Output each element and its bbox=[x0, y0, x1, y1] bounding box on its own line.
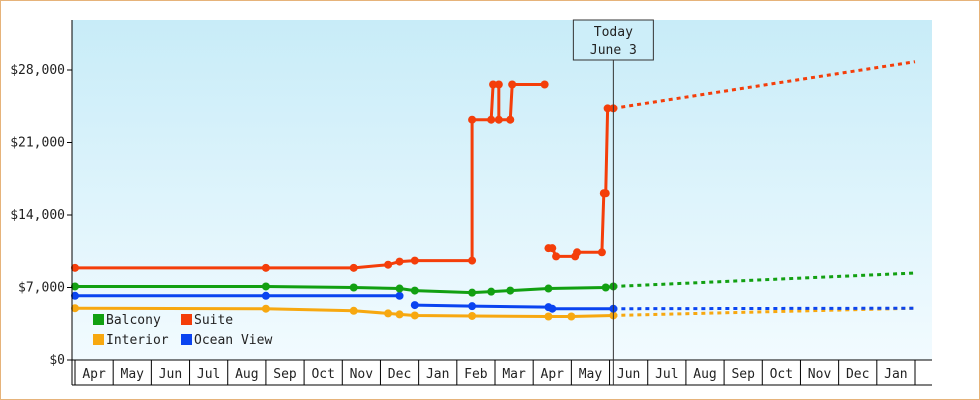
x-tick-label: Sep bbox=[273, 367, 297, 382]
y-tick-label: $28,000 bbox=[10, 63, 65, 78]
x-tick-label: Oct bbox=[770, 367, 793, 382]
data-point-suite bbox=[603, 104, 612, 113]
today-marker: Today June 3 bbox=[572, 19, 654, 385]
data-point-interior bbox=[261, 304, 270, 313]
legend-label-interior: Interior bbox=[106, 333, 169, 348]
axis-layer: $0 $7,000 $14,000 $21,000 $28,000 Apr May Jun Ju… bbox=[10, 20, 932, 386]
data-point-interior bbox=[567, 312, 576, 321]
data-point-suite bbox=[487, 115, 496, 124]
projection-line-ocean-view bbox=[613, 306, 916, 311]
data-point-ocean-view bbox=[410, 301, 419, 310]
projection-layer bbox=[613, 60, 916, 317]
x-tick-label: Dec bbox=[388, 367, 411, 382]
data-point-balcony bbox=[261, 282, 270, 291]
x-tick-label: Aug bbox=[235, 367, 258, 382]
data-point-interior bbox=[544, 312, 553, 321]
data-point-ocean-view bbox=[71, 291, 79, 300]
y-tick-label: $14,000 bbox=[10, 208, 65, 223]
x-tick-label: Aug bbox=[693, 367, 716, 382]
legend-swatch-suite bbox=[181, 314, 192, 325]
y-tick-label: $0 bbox=[49, 353, 65, 368]
data-point-suite bbox=[349, 263, 358, 272]
data-point-suite bbox=[506, 115, 515, 124]
data-point-suite bbox=[494, 80, 503, 89]
data-point-suite bbox=[548, 244, 557, 253]
data-point-suite bbox=[261, 263, 270, 272]
today-box bbox=[572, 19, 654, 61]
projection-line-balcony bbox=[613, 271, 916, 288]
data-point-suite bbox=[468, 256, 477, 265]
series-layer bbox=[71, 80, 618, 321]
x-tick-label: Jan bbox=[884, 367, 907, 382]
x-tick-label: Apr bbox=[82, 367, 106, 382]
today-date: June 3 bbox=[590, 43, 637, 58]
legend-swatch-interior bbox=[93, 334, 104, 345]
data-point-suite bbox=[468, 115, 477, 124]
data-point-interior bbox=[395, 310, 404, 319]
data-point-balcony bbox=[410, 286, 419, 295]
y-tick-label: $7,000 bbox=[18, 281, 65, 296]
x-tick-label: Mar bbox=[502, 367, 526, 382]
data-point-interior bbox=[410, 311, 419, 320]
legend: Balcony Suite Interior Ocean View bbox=[93, 313, 272, 348]
x-tick-label: Nov bbox=[350, 367, 374, 382]
data-point-suite bbox=[573, 248, 582, 257]
data-point-balcony bbox=[349, 283, 358, 292]
data-point-suite bbox=[540, 80, 549, 89]
x-tick-label: Jun bbox=[159, 367, 182, 382]
y-tick-label: $21,000 bbox=[10, 136, 65, 151]
data-point-balcony bbox=[601, 283, 610, 292]
data-point-suite bbox=[395, 257, 404, 266]
legend-label-balcony: Balcony bbox=[106, 313, 161, 328]
data-point-suite bbox=[597, 248, 606, 257]
legend-label-suite: Suite bbox=[194, 313, 233, 328]
x-tick-label: Feb bbox=[464, 367, 488, 382]
x-tick-label: Dec bbox=[846, 367, 869, 382]
data-point-balcony bbox=[71, 282, 79, 291]
x-tick-label: Nov bbox=[808, 367, 832, 382]
data-point-ocean-view bbox=[395, 291, 404, 300]
data-point-suite bbox=[494, 115, 503, 124]
legend-label-ocean-view: Ocean View bbox=[194, 333, 272, 348]
legend-swatch-balcony bbox=[93, 314, 104, 325]
data-point-ocean-view bbox=[548, 304, 557, 313]
x-tick-label: May bbox=[121, 367, 145, 382]
projection-line-suite bbox=[613, 60, 916, 110]
data-point-balcony bbox=[506, 286, 515, 295]
series-line-suite bbox=[548, 106, 614, 258]
data-point-interior bbox=[384, 309, 393, 318]
data-point-suite bbox=[410, 256, 419, 265]
x-tick-label: Sep bbox=[731, 367, 755, 382]
today-label: Today bbox=[594, 25, 633, 40]
plot-background bbox=[72, 20, 932, 360]
data-point-ocean-view bbox=[261, 291, 270, 300]
data-point-interior bbox=[349, 306, 358, 315]
data-point-balcony bbox=[395, 284, 404, 293]
data-point-suite bbox=[71, 263, 79, 272]
series-line-interior bbox=[74, 306, 614, 318]
data-point-balcony bbox=[544, 284, 553, 293]
data-point-suite bbox=[384, 260, 393, 269]
x-tick-label: Jul bbox=[197, 367, 220, 382]
x-tick-label: Jun bbox=[617, 367, 640, 382]
data-point-suite bbox=[489, 80, 498, 89]
data-point-suite bbox=[601, 189, 610, 198]
data-point-balcony bbox=[487, 287, 496, 296]
x-tick-label: Jan bbox=[426, 367, 449, 382]
data-point-suite bbox=[552, 252, 561, 261]
x-tick-label: May bbox=[579, 367, 603, 382]
data-point-interior bbox=[71, 304, 79, 313]
x-tick-label: Apr bbox=[541, 367, 565, 382]
legend-swatch-ocean-view bbox=[181, 334, 192, 345]
x-tick-label: Oct bbox=[311, 367, 334, 382]
data-point-balcony bbox=[468, 288, 477, 297]
x-tick-label: Jul bbox=[655, 367, 678, 382]
data-point-suite bbox=[508, 80, 517, 89]
data-point-ocean-view bbox=[468, 302, 477, 311]
data-point-interior bbox=[468, 311, 477, 320]
